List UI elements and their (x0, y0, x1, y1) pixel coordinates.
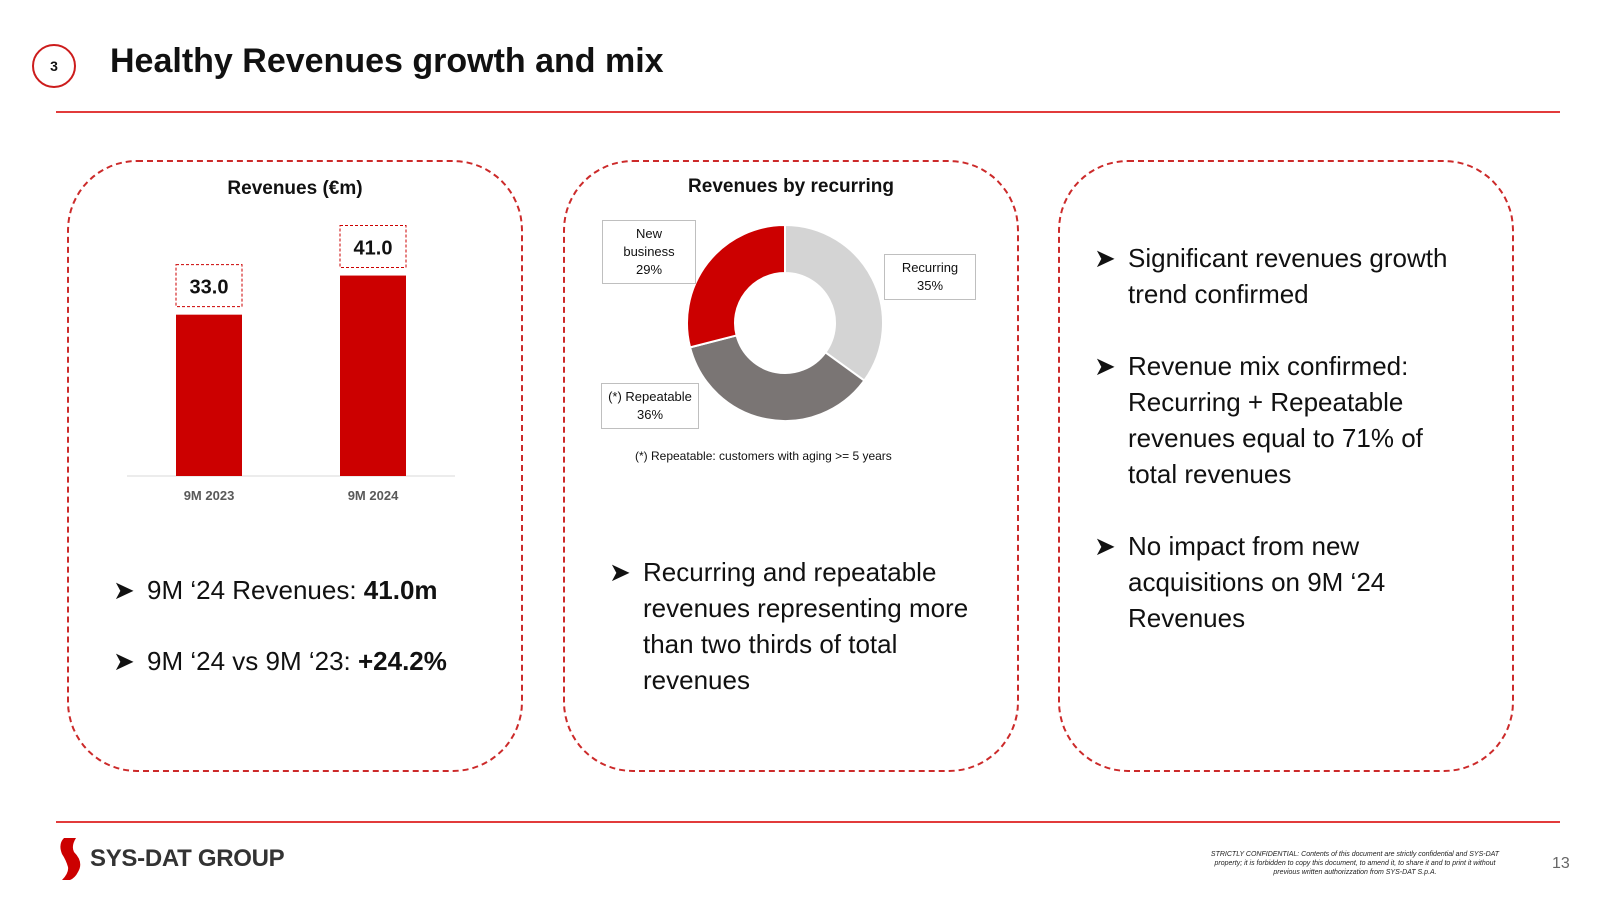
bullet-recurring: ➤ Recurring and repeatable revenues repr… (609, 554, 979, 698)
bullet-no-impact: ➤ No impact from new acquisitions on 9M … (1094, 528, 1474, 636)
arrow-bullet-icon: ➤ (113, 646, 135, 676)
bullet-growth-value: +24.2% (357, 646, 447, 676)
donut-label-recurring-name: Recurring (901, 260, 959, 275)
bullet-growth: ➤ 9M ‘24 vs 9M ‘23: +24.2% (113, 643, 447, 679)
company-logo: SYS-DAT GROUP (60, 838, 285, 880)
bar-category-label: 9M 2024 (348, 488, 399, 503)
donut-label-new-business: New business 29% (602, 220, 696, 284)
summary-bullets: ➤ Significant revenues growth trend conf… (1094, 240, 1474, 636)
bar (176, 314, 242, 476)
donut-label-repeatable-name: (*) Repeatable (608, 389, 692, 404)
arrow-bullet-icon: ➤ (1094, 243, 1116, 273)
bullet-revenues-value: 41.0m (363, 575, 438, 605)
donut-slice (686, 223, 786, 349)
revenues-bar-chart: 33.0 9M 2023 41.0 9M 2024 (127, 225, 455, 503)
revenues-donut-chart (686, 223, 884, 422)
bullet-recurring-text: Recurring and repeatable revenues repres… (643, 557, 969, 695)
bullet-revenue-mix: ➤ Revenue mix confirmed: Recurring + Rep… (1094, 348, 1474, 492)
confidential-disclaimer: STRICTLY CONFIDENTIAL: Contents of this … (1210, 851, 1500, 876)
logo-text: SYS-DAT GROUP (90, 845, 285, 872)
page-number: 13 (1552, 855, 1570, 872)
donut-label-repeatable: (*) Repeatable 36% (601, 383, 699, 429)
summary-card: ➤ Significant revenues growth trend conf… (1058, 160, 1514, 772)
bar-value-label: 33.0 (190, 277, 229, 299)
bar-value-box (339, 225, 407, 269)
revenues-card: Revenues (€m) 33.0 9M 2023 41.0 9M 2024 ➤ 9… (67, 160, 523, 772)
header-divider (56, 111, 1560, 113)
bar-category-label: 9M 2023 (184, 488, 235, 503)
bar-value-label: 41.0 (354, 238, 393, 260)
donut-slice (688, 334, 866, 422)
donut-label-new-business-name: New business (623, 226, 675, 259)
section-number-badge: 3 (32, 44, 76, 88)
donut-label-new-business-value: 29% (635, 262, 663, 277)
donut-slice (784, 223, 884, 383)
section-number: 3 (50, 58, 58, 74)
revenues-bullets: ➤ 9M ‘24 Revenues: 41.0m ➤ 9M ‘24 vs 9M … (113, 572, 447, 679)
arrow-bullet-icon: ➤ (1094, 531, 1116, 561)
bullet-growth-text: 9M ‘24 vs 9M ‘23: (147, 646, 358, 676)
bar-value-box (175, 264, 243, 308)
bullet-revenues-text: 9M ‘24 Revenues: (147, 575, 364, 605)
donut-label-recurring-value: 35% (916, 278, 944, 293)
bar (340, 275, 406, 476)
bullet-growth-trend: ➤ Significant revenues growth trend conf… (1094, 240, 1474, 312)
bullet-revenue-mix-text: Revenue mix confirmed: Recurring + Repea… (1128, 351, 1423, 489)
arrow-bullet-icon: ➤ (609, 557, 631, 587)
recurring-bullets: ➤ Recurring and repeatable revenues repr… (609, 554, 979, 698)
arrow-bullet-icon: ➤ (113, 575, 135, 605)
footer-divider (56, 821, 1560, 823)
revenues-by-recurring-card: Revenues by recurring New business 29% R… (563, 160, 1019, 772)
sysdat-logo-icon (60, 838, 81, 880)
bullet-no-impact-text: No impact from new acquisitions on 9M ‘2… (1128, 531, 1386, 633)
donut-chart-title: Revenues by recurring (688, 176, 894, 197)
arrow-bullet-icon: ➤ (1094, 351, 1116, 381)
bullet-growth-trend-text: Significant revenues growth trend confir… (1128, 243, 1448, 309)
bar-chart-title: Revenues (€m) (227, 178, 363, 199)
repeatable-footnote: (*) Repeatable: customers with aging >= … (635, 449, 892, 463)
page-title: Healthy Revenues growth and mix (110, 42, 664, 80)
bullet-revenues: ➤ 9M ‘24 Revenues: 41.0m (113, 572, 447, 608)
donut-label-recurring: Recurring 35% (884, 254, 976, 300)
donut-label-repeatable-value: 36% (636, 407, 664, 422)
